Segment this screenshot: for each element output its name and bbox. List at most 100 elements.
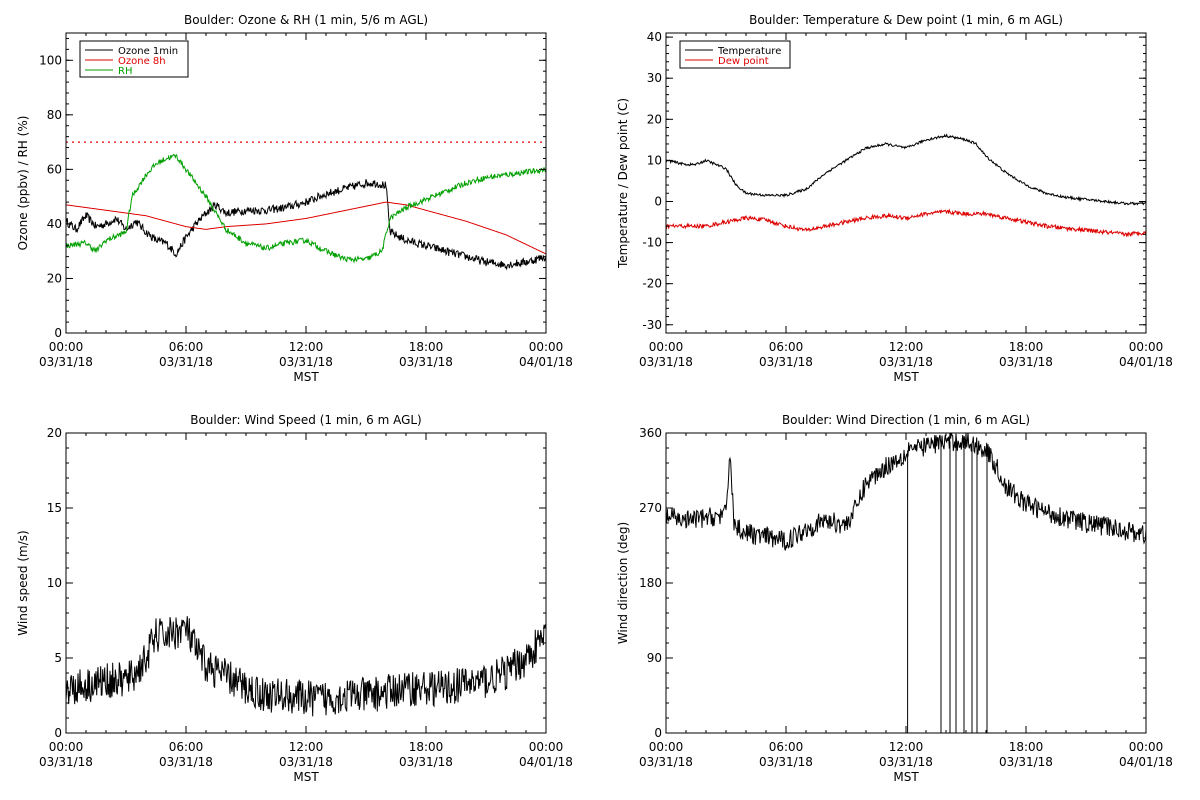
- chart-title: Boulder: Wind Direction (1 min, 6 m AGL): [782, 413, 1030, 427]
- x-tick-label-time: 00:00: [1129, 340, 1164, 354]
- x-tick-label-date: 03/31/18: [399, 755, 453, 769]
- series-line-dew-point: [666, 208, 1146, 238]
- series-line-rh: [66, 154, 546, 264]
- plot-frame: [665, 32, 1147, 334]
- x-tick-label-date: 03/31/18: [999, 755, 1053, 769]
- series-group: [66, 616, 546, 717]
- series-line-1: [66, 616, 546, 717]
- x-tick-label-time: 06:00: [169, 740, 204, 754]
- x-tick-label-time: 18:00: [409, 740, 444, 754]
- x-axis-label: MST: [893, 370, 919, 384]
- legend-label: Temperature: [717, 46, 781, 57]
- x-tick-label-date: 03/31/18: [759, 755, 813, 769]
- series-line-ozone-8h: [66, 201, 546, 255]
- x-tick-label-date: 03/31/18: [39, 755, 93, 769]
- x-tick-label-time: 12:00: [289, 740, 324, 754]
- y-tick-label: 5: [54, 651, 62, 665]
- y-axis-label: Temperature / Dew point (C): [616, 98, 630, 269]
- legend-label: RH: [118, 66, 132, 77]
- legend-label: Dew point: [718, 56, 769, 67]
- x-tick-label-date: 03/31/18: [159, 755, 213, 769]
- chart-title: Boulder: Wind Speed (1 min, 6 m AGL): [190, 413, 422, 427]
- chart-title: Boulder: Temperature & Dew point (1 min,…: [749, 13, 1063, 27]
- legend-box: [79, 40, 189, 78]
- y-tick-label: 0: [54, 726, 62, 740]
- plot-frame: [65, 32, 547, 334]
- x-tick-label-time: 00:00: [49, 340, 84, 354]
- y-axis-label: Wind speed (m/s): [16, 530, 30, 635]
- y-tick-label: 180: [639, 576, 662, 590]
- x-tick-label-date: 04/01/18: [1119, 355, 1173, 369]
- x-tick-label-time: 00:00: [529, 340, 564, 354]
- series-group: [66, 154, 546, 271]
- y-tick-label: 40: [47, 217, 62, 231]
- y-tick-label: 0: [54, 326, 62, 340]
- x-tick-label-time: 00:00: [649, 740, 684, 754]
- x-tick-label-time: 00:00: [1129, 740, 1164, 754]
- chart-title: Boulder: Ozone & RH (1 min, 5/6 m AGL): [184, 13, 428, 27]
- x-tick-label-date: 04/01/18: [519, 755, 573, 769]
- y-tick-label: 360: [639, 426, 662, 440]
- x-tick-label-date: 03/31/18: [879, 355, 933, 369]
- x-tick-label-date: 03/31/18: [159, 355, 213, 369]
- x-tick-label-date: 03/31/18: [639, 355, 693, 369]
- panel-2: Boulder: Temperature & Dew point (1 min,…: [616, 13, 1173, 384]
- x-tick-label-date: 04/01/18: [1119, 755, 1173, 769]
- x-tick-label-time: 00:00: [649, 340, 684, 354]
- y-tick-label: 90: [647, 651, 662, 665]
- x-tick-label-time: 12:00: [889, 340, 924, 354]
- x-tick-label-time: 06:00: [769, 740, 804, 754]
- x-tick-label-time: 00:00: [49, 740, 84, 754]
- x-tick-label-time: 12:00: [889, 740, 924, 754]
- panel-4: Boulder: Wind Direction (1 min, 6 m AGL)…: [616, 413, 1173, 784]
- x-tick-label-time: 18:00: [409, 340, 444, 354]
- x-tick-label-time: 06:00: [769, 340, 804, 354]
- x-tick-label-time: 18:00: [1009, 740, 1044, 754]
- x-tick-label-time: 00:00: [529, 740, 564, 754]
- series-line-temperature: [666, 133, 1146, 206]
- y-tick-label: -20: [642, 277, 662, 291]
- y-tick-label: 0: [654, 726, 662, 740]
- panel-1: Boulder: Ozone & RH (1 min, 5/6 m AGL) 0 2…: [16, 13, 573, 384]
- y-tick-label: -30: [642, 318, 662, 332]
- y-tick-label: 20: [47, 426, 62, 440]
- y-axis-label: Wind direction (deg): [616, 522, 630, 644]
- y-tick-label: 40: [647, 30, 662, 44]
- x-axis-label: MST: [893, 770, 919, 784]
- x-tick-label-time: 18:00: [1009, 340, 1044, 354]
- x-axis-label: MST: [293, 770, 319, 784]
- series-line-1: [666, 433, 1146, 551]
- y-tick-label: 15: [47, 501, 62, 515]
- y-tick-label: 270: [639, 501, 662, 515]
- x-axis-label: MST: [293, 370, 319, 384]
- y-tick-label: 60: [47, 162, 62, 176]
- y-axis-label: Ozone (ppbv) / RH (%): [16, 116, 30, 251]
- y-tick-label: 10: [647, 153, 662, 167]
- plot-frame: [665, 432, 1147, 734]
- x-tick-label-date: 03/31/18: [879, 755, 933, 769]
- x-tick-label-date: 03/31/18: [279, 755, 333, 769]
- legend-label: Ozone 8h: [118, 56, 166, 67]
- x-tick-label-date: 03/31/18: [999, 355, 1053, 369]
- legend-box: [679, 40, 791, 69]
- x-tick-label-date: 03/31/18: [639, 755, 693, 769]
- y-tick-label: 10: [47, 576, 62, 590]
- y-tick-label: 0: [654, 194, 662, 208]
- x-tick-label-time: 12:00: [289, 340, 324, 354]
- x-tick-label-date: 03/31/18: [39, 355, 93, 369]
- y-tick-label: 80: [47, 108, 62, 122]
- y-tick-label: -10: [642, 236, 662, 250]
- y-tick-label: 30: [647, 71, 662, 85]
- y-tick-label: 20: [647, 112, 662, 126]
- x-tick-label-date: 03/31/18: [759, 355, 813, 369]
- series-line-ozone-1min: [66, 179, 546, 271]
- x-tick-label-date: 03/31/18: [399, 355, 453, 369]
- series-group: [666, 133, 1146, 238]
- x-tick-label-date: 03/31/18: [279, 355, 333, 369]
- x-tick-label-time: 06:00: [169, 340, 204, 354]
- y-tick-label: 100: [39, 53, 62, 67]
- y-tick-label: 20: [47, 271, 62, 285]
